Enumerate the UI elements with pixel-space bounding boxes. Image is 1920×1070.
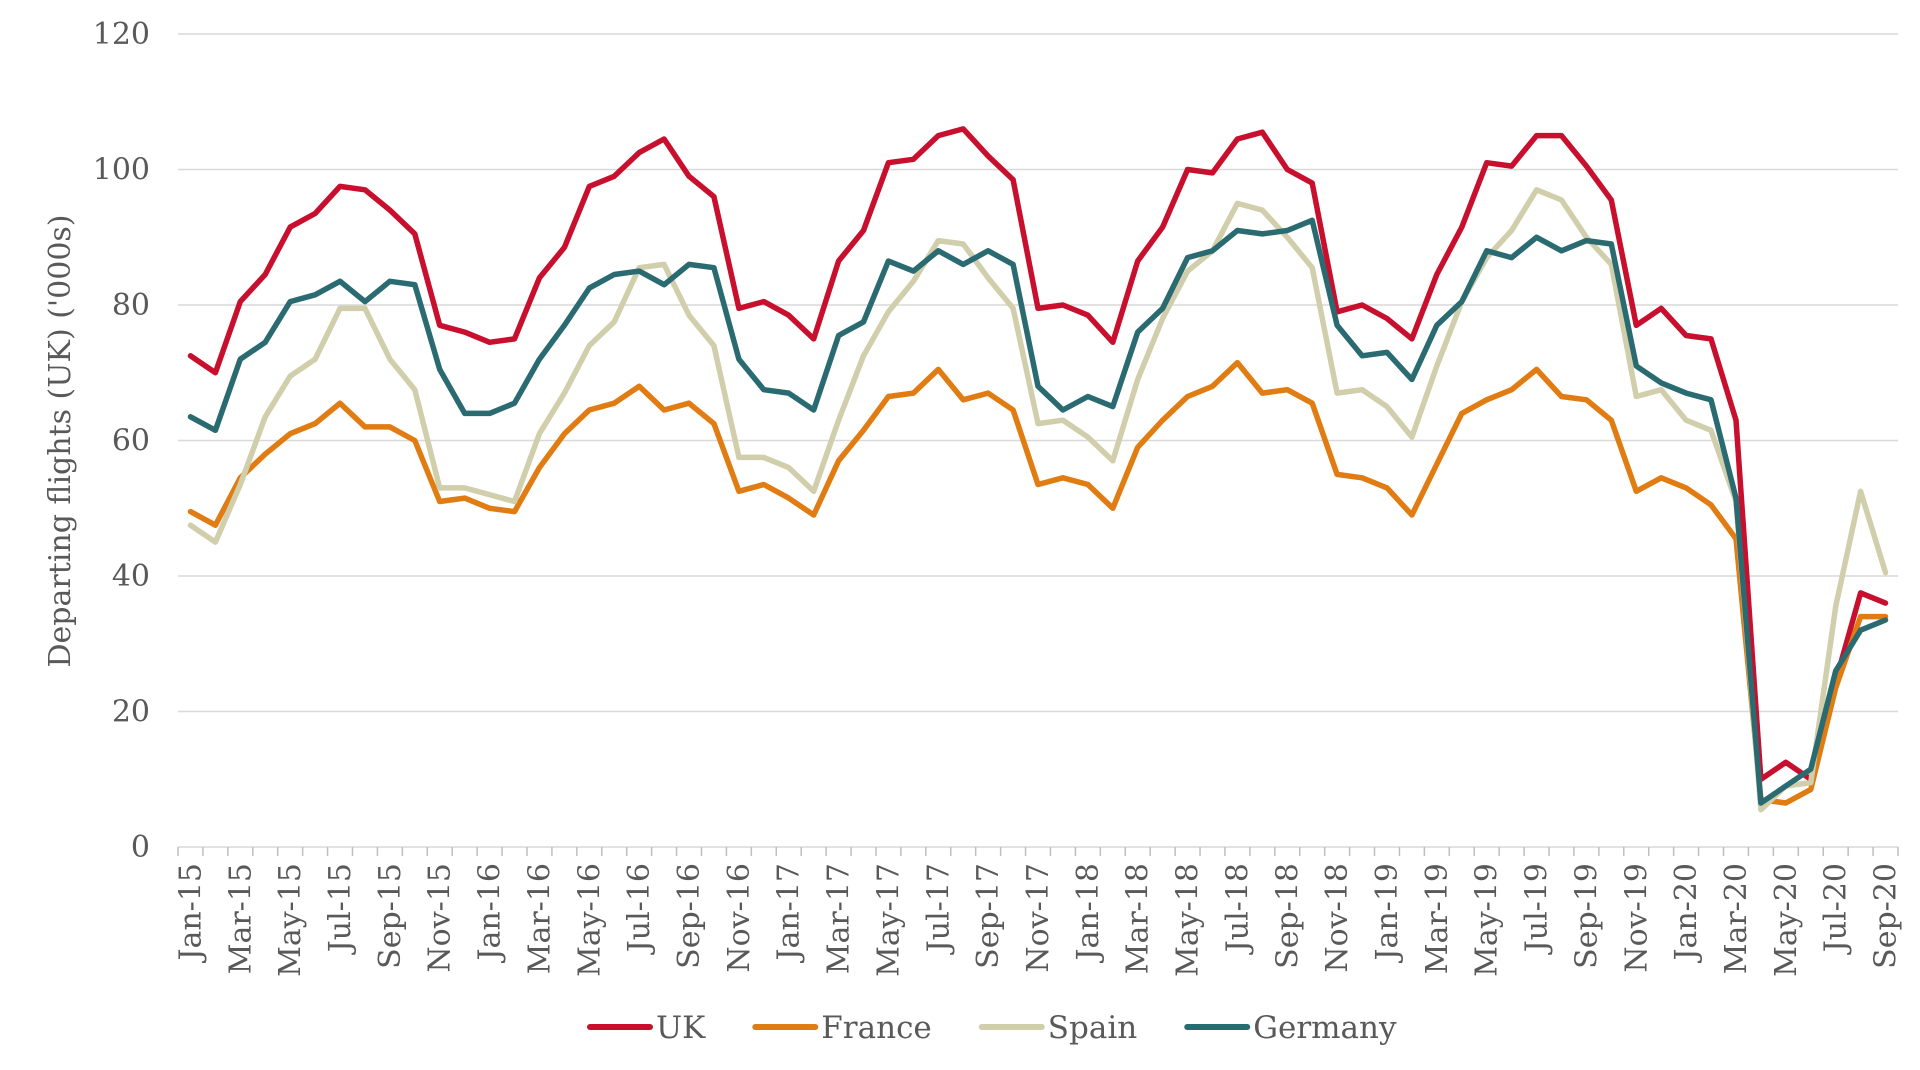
legend-label-spain: Spain (1048, 1010, 1137, 1046)
x-tick-label: Mar-16 (522, 863, 557, 974)
y-tick-label: 100 (93, 153, 150, 188)
x-tick-label: May-17 (871, 863, 906, 977)
series-lines (187, 126, 1889, 813)
series-line-france (187, 359, 1889, 806)
legend: UK France Spain Germany (587, 1010, 1397, 1046)
x-tick-label: Sep-20 (1869, 863, 1904, 969)
x-tick-label: Mar-18 (1121, 863, 1156, 974)
x-tick-label: May-15 (273, 863, 308, 977)
x-tick-label: Mar-17 (822, 863, 857, 974)
x-tick-label: Nov-17 (1021, 863, 1056, 973)
x-tick-label: Sep-15 (373, 863, 408, 969)
gridlines (178, 33, 1898, 848)
x-tick-label: Sep-18 (1270, 863, 1305, 969)
series-line-uk (187, 126, 1889, 783)
x-tick-label: Jul-20 (1819, 863, 1854, 955)
x-tick-label: Nov-16 (722, 863, 757, 973)
x-tick-label: Jul-16 (622, 863, 657, 955)
x-tick-label: Mar-15 (223, 863, 258, 974)
x-tick-label: Jan-17 (772, 863, 807, 964)
x-tick-label: Jul-15 (323, 863, 358, 955)
x-tick-label: Sep-19 (1569, 863, 1604, 969)
y-tick-label: 80 (112, 288, 150, 323)
x-tick-label: Jan-16 (473, 863, 508, 964)
y-axis-title: Departing flights (UK) ('000s) (43, 214, 78, 667)
y-tick-label: 40 (112, 559, 150, 594)
x-tick-label: Nov-18 (1320, 863, 1355, 973)
y-tick-label: 60 (112, 424, 150, 459)
x-tick-label: May-16 (572, 863, 607, 977)
series-line-spain (187, 187, 1889, 813)
y-tick-label: 120 (93, 17, 150, 52)
x-tick-label: May-18 (1171, 863, 1206, 977)
x-tick-label: Nov-19 (1619, 863, 1654, 973)
x-tick-label: Jul-18 (1220, 863, 1255, 955)
x-tick-label: Jan-15 (173, 863, 208, 964)
x-tick-label: May-19 (1470, 863, 1505, 977)
x-tick-label: Nov-15 (423, 863, 458, 973)
legend-label-germany: Germany (1253, 1010, 1397, 1046)
x-tick-label: Jul-19 (1520, 863, 1555, 955)
series-line-germany (187, 217, 1889, 806)
legend-label-france: France (821, 1010, 931, 1046)
x-tick-label: Jan-20 (1669, 863, 1704, 964)
x-tick-label: May-20 (1769, 863, 1804, 977)
legend-label-uk: UK (656, 1010, 706, 1046)
x-tick-label: Mar-19 (1420, 863, 1455, 974)
x-tick-label: Sep-16 (672, 863, 707, 969)
x-tick-label: Jan-18 (1071, 863, 1106, 964)
x-axis-ticks: Jan-15 Mar-15 May-15 Jul-15 Sep-15 Nov-15 Jan-… (173, 847, 1904, 977)
y-tick-label: 0 (131, 830, 150, 865)
x-tick-label: Sep-17 (971, 863, 1006, 969)
y-axis-ticks: 0 20 40 60 80 100 120 (93, 17, 150, 865)
x-tick-label: Jan-19 (1370, 863, 1405, 964)
y-tick-label: 20 (112, 695, 150, 730)
x-tick-label: Mar-20 (1719, 863, 1754, 974)
x-tick-label: Jul-17 (921, 863, 956, 955)
